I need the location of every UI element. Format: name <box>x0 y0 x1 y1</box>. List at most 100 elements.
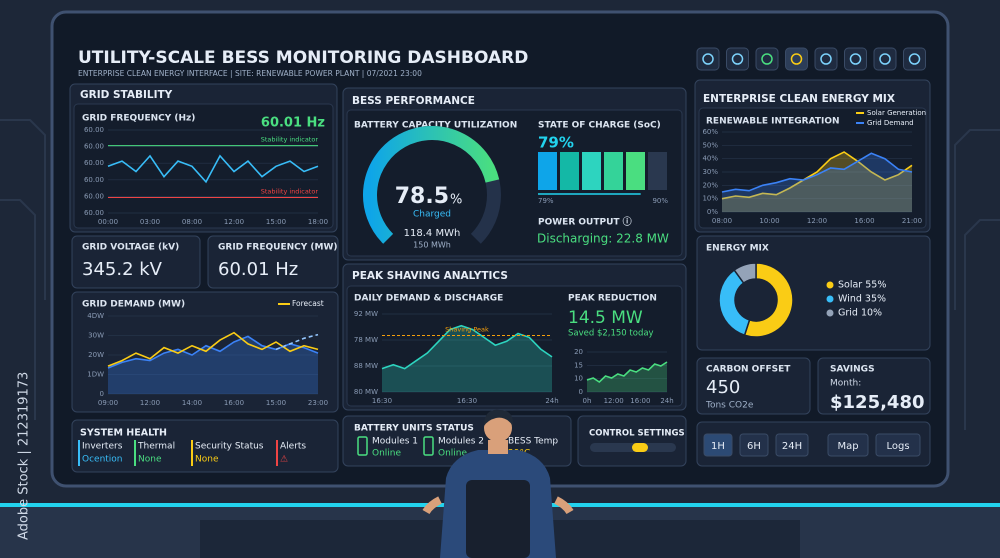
button-label[interactable]: Map <box>837 441 858 452</box>
title: UTILITY-SCALE BESS MONITORING DASHBOARD <box>78 48 528 68</box>
panel <box>207 235 339 289</box>
toolbar-icon[interactable] <box>820 53 832 65</box>
label: GRID FREQUENCY (MW) <box>218 243 338 253</box>
x-tick-label: 12:00 <box>604 397 624 405</box>
y-tick-label: 60.00 <box>84 176 104 184</box>
toolbar-icon[interactable] <box>790 53 803 65</box>
x-tick-label: 09:00 <box>98 399 118 407</box>
button-label[interactable]: 1H <box>711 441 725 452</box>
panel-title: GRID STABILITY <box>80 89 173 101</box>
toolbar-button[interactable] <box>696 47 720 71</box>
toolbar-button[interactable] <box>873 47 897 71</box>
y-tick-label: 60.00 <box>84 192 104 200</box>
x-tick-label: 16:00 <box>854 217 874 225</box>
line <box>275 333 319 351</box>
soc-segment <box>538 152 557 190</box>
panel-inner <box>698 107 927 229</box>
button[interactable] <box>739 433 769 457</box>
button[interactable] <box>875 433 921 457</box>
y-tick-label: 60.00 <box>84 143 104 151</box>
toolbar-button[interactable] <box>903 47 926 71</box>
y-tick-label: 30% <box>702 168 718 176</box>
battery-icon <box>423 436 434 456</box>
panel <box>71 235 201 289</box>
legend-dot <box>826 281 834 289</box>
toolbar-button[interactable] <box>844 47 867 71</box>
button[interactable] <box>775 433 809 457</box>
panel-title: CONTROL SETTINGS <box>589 429 685 439</box>
button[interactable] <box>827 433 869 457</box>
toolbar-icon[interactable] <box>849 53 862 65</box>
gauge-state: Charged <box>413 210 451 220</box>
legend-entry: Grid 10% <box>838 308 882 319</box>
button-label[interactable]: 24H <box>782 441 802 452</box>
unit-name: Modules 1 <box>372 437 418 447</box>
y-tick-label: 0 <box>100 390 104 398</box>
toolbar-button[interactable] <box>785 47 808 71</box>
area <box>382 325 552 392</box>
y-tick-label: 10 <box>574 375 583 383</box>
toolbar-icon[interactable] <box>761 53 773 65</box>
panel <box>817 357 931 415</box>
gauge <box>363 126 501 244</box>
panel <box>577 415 687 467</box>
label: GRID FREQUENCY (Hz) <box>82 114 195 124</box>
toolbar-button[interactable] <box>726 47 749 71</box>
y-tick-label: 10% <box>702 195 718 203</box>
label: GRID VOLTAGE (kV) <box>82 243 179 253</box>
capacity: 150 MWh <box>413 241 451 250</box>
health-items: Inverters Ocention Thermal None Security Sta… <box>78 440 306 466</box>
x-tick-label: 12:00 <box>224 218 244 226</box>
buttons: 1H 6H 24H Map Logs <box>703 433 921 457</box>
button[interactable] <box>703 433 733 457</box>
toggle-knob[interactable] <box>632 443 648 452</box>
area <box>587 362 667 392</box>
panel-title: BESS PERFORMANCE <box>352 95 475 107</box>
reading: 60.01 Hz <box>218 259 298 280</box>
soc-segment <box>560 152 579 190</box>
operator <box>422 409 574 558</box>
button-label[interactable]: Logs <box>886 441 909 452</box>
status-value: None <box>195 455 219 465</box>
x-tick-label: 0h <box>583 397 592 405</box>
toolbar <box>696 47 926 71</box>
soc-segment <box>604 152 623 190</box>
legend-dot <box>826 295 834 303</box>
legend-dot <box>826 309 834 317</box>
status-name: Inverters <box>82 442 123 452</box>
reading: 345.2 kV <box>82 259 163 280</box>
toolbar-button[interactable] <box>755 47 779 71</box>
unit: Tons CO2e <box>705 401 754 411</box>
x-tick-label: 08:00 <box>182 218 202 226</box>
x-tick-label: 18:00 <box>308 218 328 226</box>
gauge-unit: % <box>450 193 462 208</box>
x-tick-label: 12:00 <box>807 217 827 225</box>
circuit-background <box>0 119 1000 430</box>
x-tick-label: 24h <box>545 397 558 405</box>
label: CARBON OFFSET <box>706 365 791 375</box>
y-tick-label: 4DW <box>87 312 104 320</box>
y-tick-label: 60.00 <box>84 209 104 217</box>
x-tick-label: 24h <box>660 397 673 405</box>
donut-slice <box>733 262 757 285</box>
panel-inner <box>346 285 683 407</box>
button-label[interactable]: 6H <box>747 441 761 452</box>
toolbar-icon[interactable] <box>879 53 891 65</box>
line <box>107 154 319 184</box>
x-tick-label: 15:00 <box>266 399 286 407</box>
toolbar-icon[interactable] <box>908 53 921 65</box>
label: STATE OF CHARGE (SoC) <box>538 121 661 131</box>
toolbar-icon[interactable] <box>731 53 744 65</box>
unit-status: Online <box>438 449 467 459</box>
label: BATTERY CAPACITY UTILIZATION <box>354 121 517 131</box>
y-tick-label: 80 MW <box>354 388 378 396</box>
label: GRID DEMAND (MW) <box>82 300 185 310</box>
x-tick-label: 16:00 <box>630 397 650 405</box>
toolbar-icon[interactable] <box>702 53 714 65</box>
x-tick-label: 23:00 <box>308 399 328 407</box>
donut: Solar 55% Wind 35% Grid 10% <box>718 262 886 338</box>
toolbar-button[interactable] <box>814 47 838 71</box>
area <box>108 336 318 394</box>
status-name: Alerts <box>280 442 306 452</box>
label: SAVINGS <box>830 365 875 375</box>
